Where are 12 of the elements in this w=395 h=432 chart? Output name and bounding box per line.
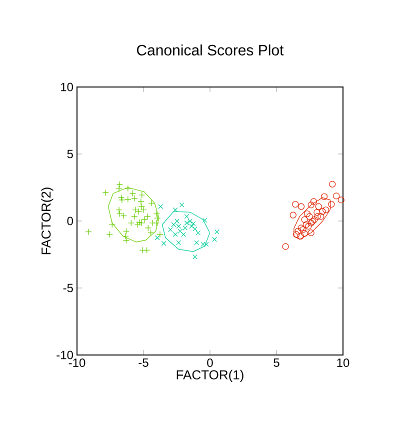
x-tick-label: 10 [337,358,350,368]
y-axis-title: FACTOR(2) [41,188,54,254]
y-tick-label: 10 [61,82,73,92]
x-tick-label: 5 [274,358,280,367]
y-tick-label: 0 [67,216,73,226]
y-tick-label: -5 [63,284,73,292]
y-tick-label: -10 [56,350,73,360]
x-axis-title: FACTOR(1) [176,370,244,382]
x-tick-label: -5 [138,358,148,367]
chart-title: Canonical Scores Plot [136,44,284,56]
y-tick-label: 5 [67,150,73,158]
x-tick-label: 0 [207,358,213,368]
